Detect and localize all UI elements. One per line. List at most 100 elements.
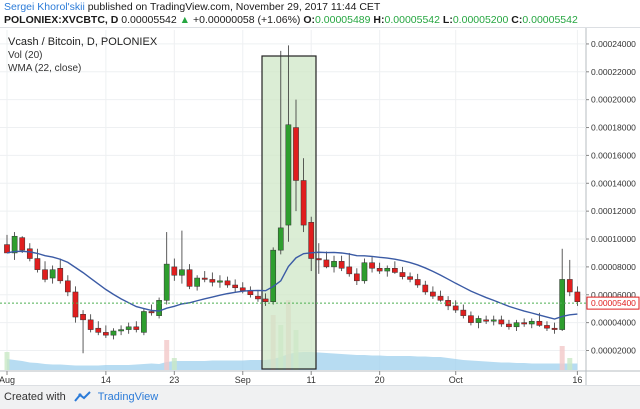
candle-body xyxy=(323,259,330,268)
time-tick-label: 16 xyxy=(572,375,582,385)
candle-body xyxy=(49,269,56,279)
candle-body xyxy=(528,320,535,325)
candle-body xyxy=(232,284,239,289)
volume-bar xyxy=(567,358,573,370)
candle-body xyxy=(536,320,543,326)
candle-body xyxy=(186,269,193,287)
candle-body xyxy=(141,311,147,333)
candle-body xyxy=(103,332,109,336)
open-label: O: xyxy=(303,14,316,26)
candle-body xyxy=(80,314,86,321)
candle-body xyxy=(72,291,79,318)
chart-header: Sergei Khorol'skii published on TradingV… xyxy=(0,0,640,28)
candle-body xyxy=(353,273,360,282)
candle-body xyxy=(262,298,269,302)
candle-body xyxy=(285,124,292,226)
candle-body xyxy=(87,319,94,330)
candle-body xyxy=(110,330,117,336)
candle-body xyxy=(384,268,391,272)
legend-wma[interactable]: WMA (22, close) xyxy=(8,63,82,74)
candle-body xyxy=(64,280,71,293)
candle-body xyxy=(490,319,497,322)
candle-body xyxy=(209,279,216,283)
candle-body xyxy=(544,325,550,329)
price-tick-label: 0.00014000 xyxy=(591,178,636,188)
candle-body xyxy=(95,327,102,333)
time-tick-label: 11 xyxy=(307,375,316,385)
price-tick-label: 0.00020000 xyxy=(591,95,636,105)
high-value: 0.00005542 xyxy=(384,14,440,26)
chart-legend: Vcash / Bitcoin, D, POLONIEX Vol (20) WM… xyxy=(8,36,157,75)
price-tick-label: 0.00012000 xyxy=(591,206,636,216)
candle-body xyxy=(57,268,64,282)
tradingview-logo-icon xyxy=(74,391,91,402)
candle-body xyxy=(308,222,315,259)
time-tick-label: 14 xyxy=(101,375,111,385)
candle-body xyxy=(42,269,48,280)
candle-body xyxy=(392,268,398,273)
price-tick-label: 0.00006000 xyxy=(591,290,636,300)
tradingview-brand[interactable]: TradingView xyxy=(97,391,159,403)
high-label: H: xyxy=(373,14,385,26)
created-with-label: Created with xyxy=(4,391,66,403)
candle-body xyxy=(26,248,33,259)
candle-body xyxy=(566,279,573,293)
publish-line: Sergei Khorol'skii published on TradingV… xyxy=(4,1,636,14)
change-value: +0.00000058 (+1.06%) xyxy=(193,14,301,26)
symbol-label: POLONIEX:XVCBTC, D xyxy=(4,14,119,26)
candle-body xyxy=(315,258,322,261)
low-label: L: xyxy=(442,14,453,26)
candle-body xyxy=(369,262,375,269)
candle-body xyxy=(346,266,353,275)
candle-body xyxy=(293,127,299,181)
chart-area[interactable]: 0.00024000 0.00022000 0.00020000 0.00018000… xyxy=(0,28,640,385)
candle-body xyxy=(4,244,10,254)
price-tick-label: 0.00004000 xyxy=(591,318,636,328)
price-tick-label: 0.00024000 xyxy=(591,39,636,49)
time-tick-label: Sep xyxy=(235,375,251,385)
candle-body xyxy=(331,261,337,268)
candle-body xyxy=(148,311,155,314)
candle-body xyxy=(468,315,474,323)
candle-body xyxy=(277,227,284,251)
candle-body xyxy=(513,322,520,328)
candle-body xyxy=(407,276,413,280)
time-tick-label: Aug xyxy=(0,375,15,385)
candle-body xyxy=(255,295,261,300)
candle-body xyxy=(34,258,41,270)
price-tick-label: 0.00002000 xyxy=(591,345,636,355)
candle-body xyxy=(118,329,124,332)
time-tick-label: 23 xyxy=(169,375,179,385)
close-value: 0.00005542 xyxy=(522,14,578,26)
candle-body xyxy=(125,326,132,330)
open-value: 0.00005489 xyxy=(315,14,371,26)
candle-body xyxy=(437,295,444,301)
candle-body xyxy=(217,280,223,283)
candle-body xyxy=(521,322,528,325)
author-link[interactable]: Sergei Khorol'skii xyxy=(4,1,85,13)
ohlc-line: POLONIEX:XVCBTC, D 0.00005542 ▲ +0.00000… xyxy=(4,14,636,27)
candle-body xyxy=(19,237,26,251)
candle-body xyxy=(224,280,231,286)
price-tick-label: 0.00018000 xyxy=(591,123,636,133)
candle-body xyxy=(179,269,185,276)
last-price: 0.00005542 xyxy=(121,14,177,26)
legend-volume[interactable]: Vol (20) xyxy=(8,50,43,61)
price-tick-label: 0.00008000 xyxy=(591,262,636,272)
candle-body xyxy=(422,284,429,293)
candle-body xyxy=(414,279,421,286)
candle-body xyxy=(460,309,467,316)
price-tick-label: 0.00016000 xyxy=(591,150,636,160)
candle-body xyxy=(559,279,566,330)
wma-line xyxy=(6,250,578,320)
candle-body xyxy=(163,263,170,301)
candle-body xyxy=(338,261,345,269)
price-chart[interactable]: 0.00024000 0.00022000 0.00020000 0.00018000… xyxy=(0,28,640,385)
candle-body xyxy=(376,268,383,272)
candle-body xyxy=(399,272,406,277)
candle-body xyxy=(300,180,307,226)
candle-body xyxy=(498,319,505,325)
price-tick-label: 0.00022000 xyxy=(591,67,636,77)
legend-title: Vcash / Bitcoin, D, POLONIEX xyxy=(8,36,158,48)
candle-body xyxy=(201,277,208,280)
